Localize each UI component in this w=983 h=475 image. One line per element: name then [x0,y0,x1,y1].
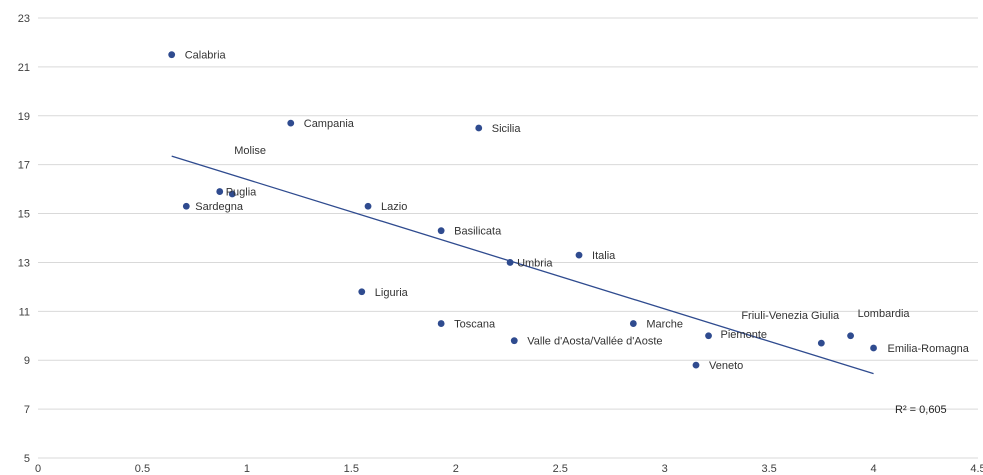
point-label-sardegna: Sardegna [195,201,244,213]
x-tick-label: 4 [870,463,876,475]
point-label-calabria: Calabria [185,50,227,62]
point-label-lombardia: Lombardia [858,308,911,320]
point-label-emilia-romagna: Emilia-Romagna [888,343,970,355]
point-label-basilicata: Basilicata [454,226,502,238]
point-label-molise: Molise [234,145,266,157]
data-point-sardegna [182,202,190,210]
point-label-piemonte: Piemonte [721,329,767,341]
x-tick-label: 0.5 [135,463,150,475]
x-tick-label: 4.5 [970,463,983,475]
data-point-basilicata [437,227,445,235]
data-point-calabria [168,51,176,59]
data-point-campania [287,119,295,127]
point-label-sicilia: Sicilia [492,123,522,135]
data-point-piemonte [705,332,712,340]
y-tick-label: 23 [18,13,30,25]
y-tick-label: 15 [18,209,30,221]
data-point-italia [575,251,583,259]
data-point-veneto [692,361,700,369]
x-tick-label: 1 [244,463,250,475]
point-label-marche: Marche [646,319,683,331]
y-tick-label: 7 [24,404,30,416]
data-point-molise [228,190,236,198]
x-tick-label: 3.5 [761,463,776,475]
y-tick-label: 21 [18,62,30,74]
tick-labels: 5 7 9 11 13 15 17 19 21 23 0 0.5 1 1.5 2 2.5 3 3.5 4 4.5 [18,13,983,475]
x-tick-label: 2.5 [553,463,568,475]
data-point-liguria [358,288,366,296]
point-label-puglia: Puglia [226,187,257,199]
data-point-umbria [506,259,514,266]
x-tick-label: 0 [35,463,41,475]
y-tick-label: 13 [18,257,30,269]
y-tick-label: 11 [19,306,30,318]
data-point-lazio [364,202,372,210]
data-point-sicilia [475,124,483,132]
trendline [171,155,874,375]
y-tick-label: 9 [24,355,30,367]
point-label-lazio: Lazio [381,201,407,213]
point-label-liguria: Liguria [375,287,409,299]
data-point-puglia [216,188,224,195]
data-point-friuli-venezia-giulia [817,339,825,347]
point-label-umbria: Umbria [517,257,553,269]
y-tick-label: 17 [18,160,30,172]
x-tick-label: 2 [453,463,459,475]
point-label-toscana: Toscana [454,319,496,331]
data-points: Calabria Campania Sicilia Molise Puglia Sarde… [168,50,970,372]
gridlines [38,17,978,459]
x-tick-label: 1.5 [344,463,359,475]
r-squared-label: R² = 0,605 [895,404,947,416]
point-label-valle-d-aosta-vall-e-d-aoste: Valle d'Aosta/Vallée d'Aoste [527,336,662,348]
data-point-valle-d-aosta-vall-e-d-aoste [510,337,518,345]
point-label-campania: Campania [304,118,355,130]
y-tick-label: 5 [24,453,30,465]
data-point-marche [629,320,637,327]
data-point-lombardia [847,332,854,340]
data-point-emilia-romagna [870,344,877,352]
point-label-veneto: Veneto [709,360,743,372]
point-label-italia: Italia [592,250,616,262]
y-tick-label: 19 [18,111,30,123]
trendline-layer [171,155,874,375]
data-point-toscana [437,320,445,327]
point-label-friuli-venezia-giulia: Friuli-Venezia Giulia [741,310,840,322]
x-tick-label: 3 [662,463,668,475]
